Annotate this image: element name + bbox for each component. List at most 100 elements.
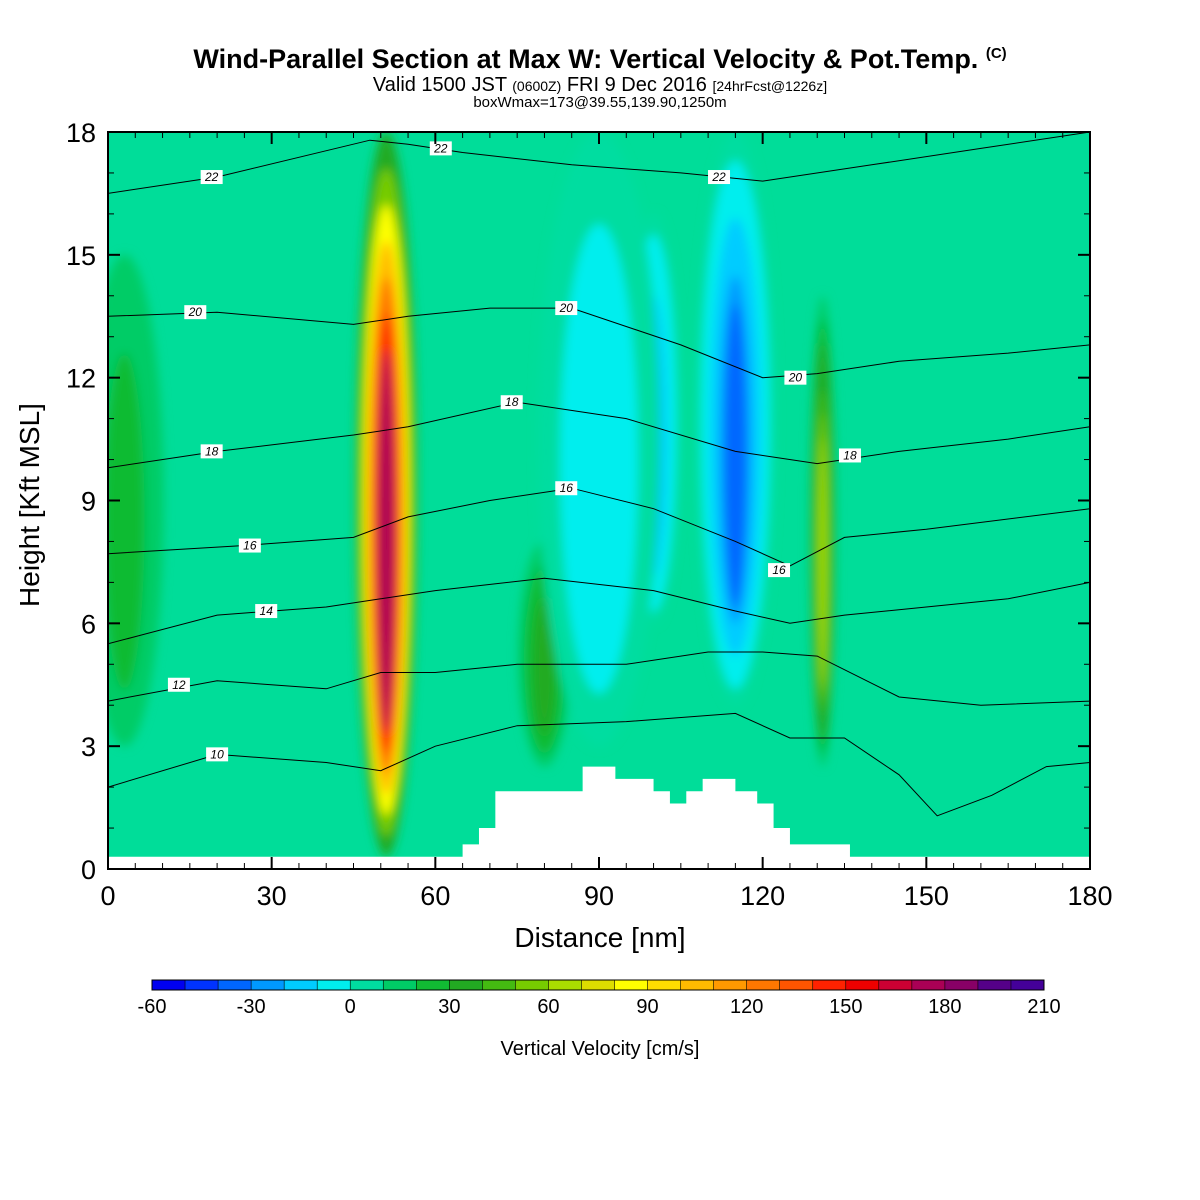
- colorbar-swatch: [845, 980, 880, 990]
- contour-label: 16: [772, 563, 786, 577]
- y-tick-label: 0: [81, 855, 96, 885]
- colorbar-swatch: [1010, 980, 1045, 990]
- y-tick-label: 15: [66, 241, 96, 271]
- colorbar-swatch: [218, 980, 252, 990]
- y-tick-label: 9: [81, 487, 96, 517]
- x-tick-label: 0: [100, 881, 115, 911]
- contour-label: 18: [505, 395, 519, 409]
- chart-subtitle-valid: Valid 1500 JST (0600Z) FRI 9 Dec 2016 [2…: [372, 74, 828, 96]
- colorbar-swatch: [911, 980, 946, 990]
- contour-label: 10: [210, 747, 224, 761]
- colorbar-tick-label: 0: [345, 996, 356, 1018]
- contour-label-box: [500, 395, 523, 410]
- colorbar-swatch: [878, 980, 913, 990]
- colorbar-swatch: [680, 980, 715, 990]
- theta-contour-12: [108, 651, 1090, 706]
- contour-label-box: [238, 538, 261, 553]
- contour-label: 18: [205, 444, 219, 458]
- colorbar-swatch: [713, 980, 748, 990]
- colorbar-swatch: [614, 980, 649, 990]
- x-tick-label: 90: [584, 881, 614, 911]
- colorbar-tick-label: 120: [730, 996, 763, 1018]
- colorbar-swatch: [647, 980, 682, 990]
- w-feature-4-level-6: [724, 303, 747, 607]
- x-tick-label: 150: [904, 881, 949, 911]
- terrain: [108, 766, 1090, 869]
- contour-label-box: [838, 448, 861, 463]
- contour-label-box: [200, 170, 223, 185]
- theta-contour-20: [108, 307, 1090, 379]
- w-feature-0-level-6: [377, 349, 395, 733]
- contour-label: 16: [243, 539, 257, 553]
- theta-contour-22: [108, 132, 1090, 194]
- contour-label: 20: [788, 371, 803, 385]
- x-tick-label: 180: [1067, 881, 1112, 911]
- colorbar-swatch: [944, 980, 979, 990]
- contour-label: 22: [204, 170, 219, 184]
- w-feature-6-level-6: [582, 316, 616, 641]
- x-axis-label: Distance [nm]: [514, 922, 686, 953]
- contour-label-box: [184, 305, 207, 320]
- colorbar-swatch: [449, 980, 483, 990]
- colorbar-swatch: [746, 980, 781, 990]
- w-feature-3-level-6: [113, 402, 136, 662]
- chart-title: Wind-Parallel Section at Max W: Vertical…: [193, 44, 1007, 74]
- colorbar-swatch: [779, 980, 814, 990]
- theta-contour-14: [108, 577, 1090, 645]
- contour-label-box: [708, 170, 731, 185]
- colorbar-swatch: [482, 980, 516, 990]
- contour-label-box: [167, 677, 190, 692]
- contour-label-box: [784, 370, 807, 385]
- colorbar-swatch: [416, 980, 450, 990]
- colorbar-swatch: [251, 980, 285, 990]
- contour-label: 18: [843, 448, 857, 462]
- contour-label: 20: [188, 305, 203, 319]
- colorbar-swatch: [977, 980, 1012, 990]
- colorbar-swatch: [548, 980, 582, 990]
- contour-label: 20: [559, 301, 574, 315]
- colorbar-tick-label: -60: [138, 996, 167, 1018]
- contour-label-box: [555, 301, 578, 316]
- x-tick-label: 30: [257, 881, 287, 911]
- contour-label-box: [555, 481, 578, 496]
- y-tick-label: 6: [81, 609, 96, 639]
- contour-label: 22: [433, 141, 448, 155]
- colorbar-tick-label: 180: [928, 996, 961, 1018]
- w-feature-1-level-6: [819, 437, 827, 686]
- contour-label: 14: [260, 604, 274, 618]
- colorbar-swatch: [383, 980, 417, 990]
- x-tick-label: 120: [740, 881, 785, 911]
- colorbar-swatch: [581, 980, 616, 990]
- colorbar-tick-label: 60: [537, 996, 559, 1018]
- contour-label-box: [768, 563, 791, 578]
- colorbar-swatch: [350, 980, 384, 990]
- contour-label: 22: [711, 170, 726, 184]
- colorbar-tick-label: 90: [636, 996, 658, 1018]
- colorbar-swatch: [812, 980, 847, 990]
- colorbar-tick-label: 30: [438, 996, 460, 1018]
- y-axis-label: Height [Kft MSL]: [14, 403, 45, 607]
- x-tick-label: 60: [420, 881, 450, 911]
- theta-contour-18: [108, 401, 1090, 469]
- contour-label: 16: [560, 481, 574, 495]
- y-tick-label: 18: [66, 118, 96, 148]
- colorbar-swatch: [185, 980, 219, 990]
- colorbar-swatch: [284, 980, 318, 990]
- colorbar-swatch: [152, 980, 186, 990]
- y-tick-label: 3: [81, 732, 96, 762]
- colorbar-tick-label: 210: [1027, 996, 1060, 1018]
- colorbar-tick-label: 150: [829, 996, 862, 1018]
- w-feature-2-level-6: [537, 609, 552, 729]
- contour-label-box: [429, 141, 452, 156]
- plot-area: 10 12 14 16 16 16 18 18 18 20 20 20 22 22 22: [108, 132, 1090, 869]
- theta-contour-10: [108, 712, 1090, 817]
- colorbar-tick-label: -30: [237, 996, 266, 1018]
- y-tick-label: 12: [66, 364, 96, 394]
- colorbar-swatch: [515, 980, 549, 990]
- colorbar-frame: [151, 979, 1045, 991]
- contour-label-box: [255, 604, 278, 619]
- chart-subtitle-box: boxWmax=173@39.55,139.90,1250m: [473, 94, 727, 111]
- contour-label-box: [200, 444, 223, 459]
- contour-label: 12: [172, 678, 186, 692]
